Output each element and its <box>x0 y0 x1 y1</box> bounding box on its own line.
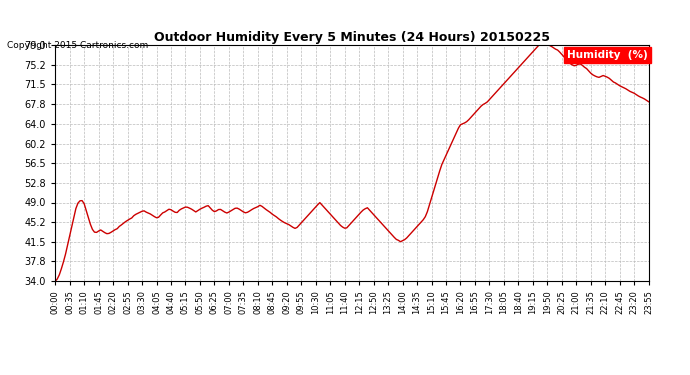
Title: Outdoor Humidity Every 5 Minutes (24 Hours) 20150225: Outdoor Humidity Every 5 Minutes (24 Hou… <box>154 31 550 44</box>
Text: Humidity  (%): Humidity (%) <box>567 50 648 60</box>
Text: Copyright 2015 Cartronics.com: Copyright 2015 Cartronics.com <box>7 41 148 50</box>
